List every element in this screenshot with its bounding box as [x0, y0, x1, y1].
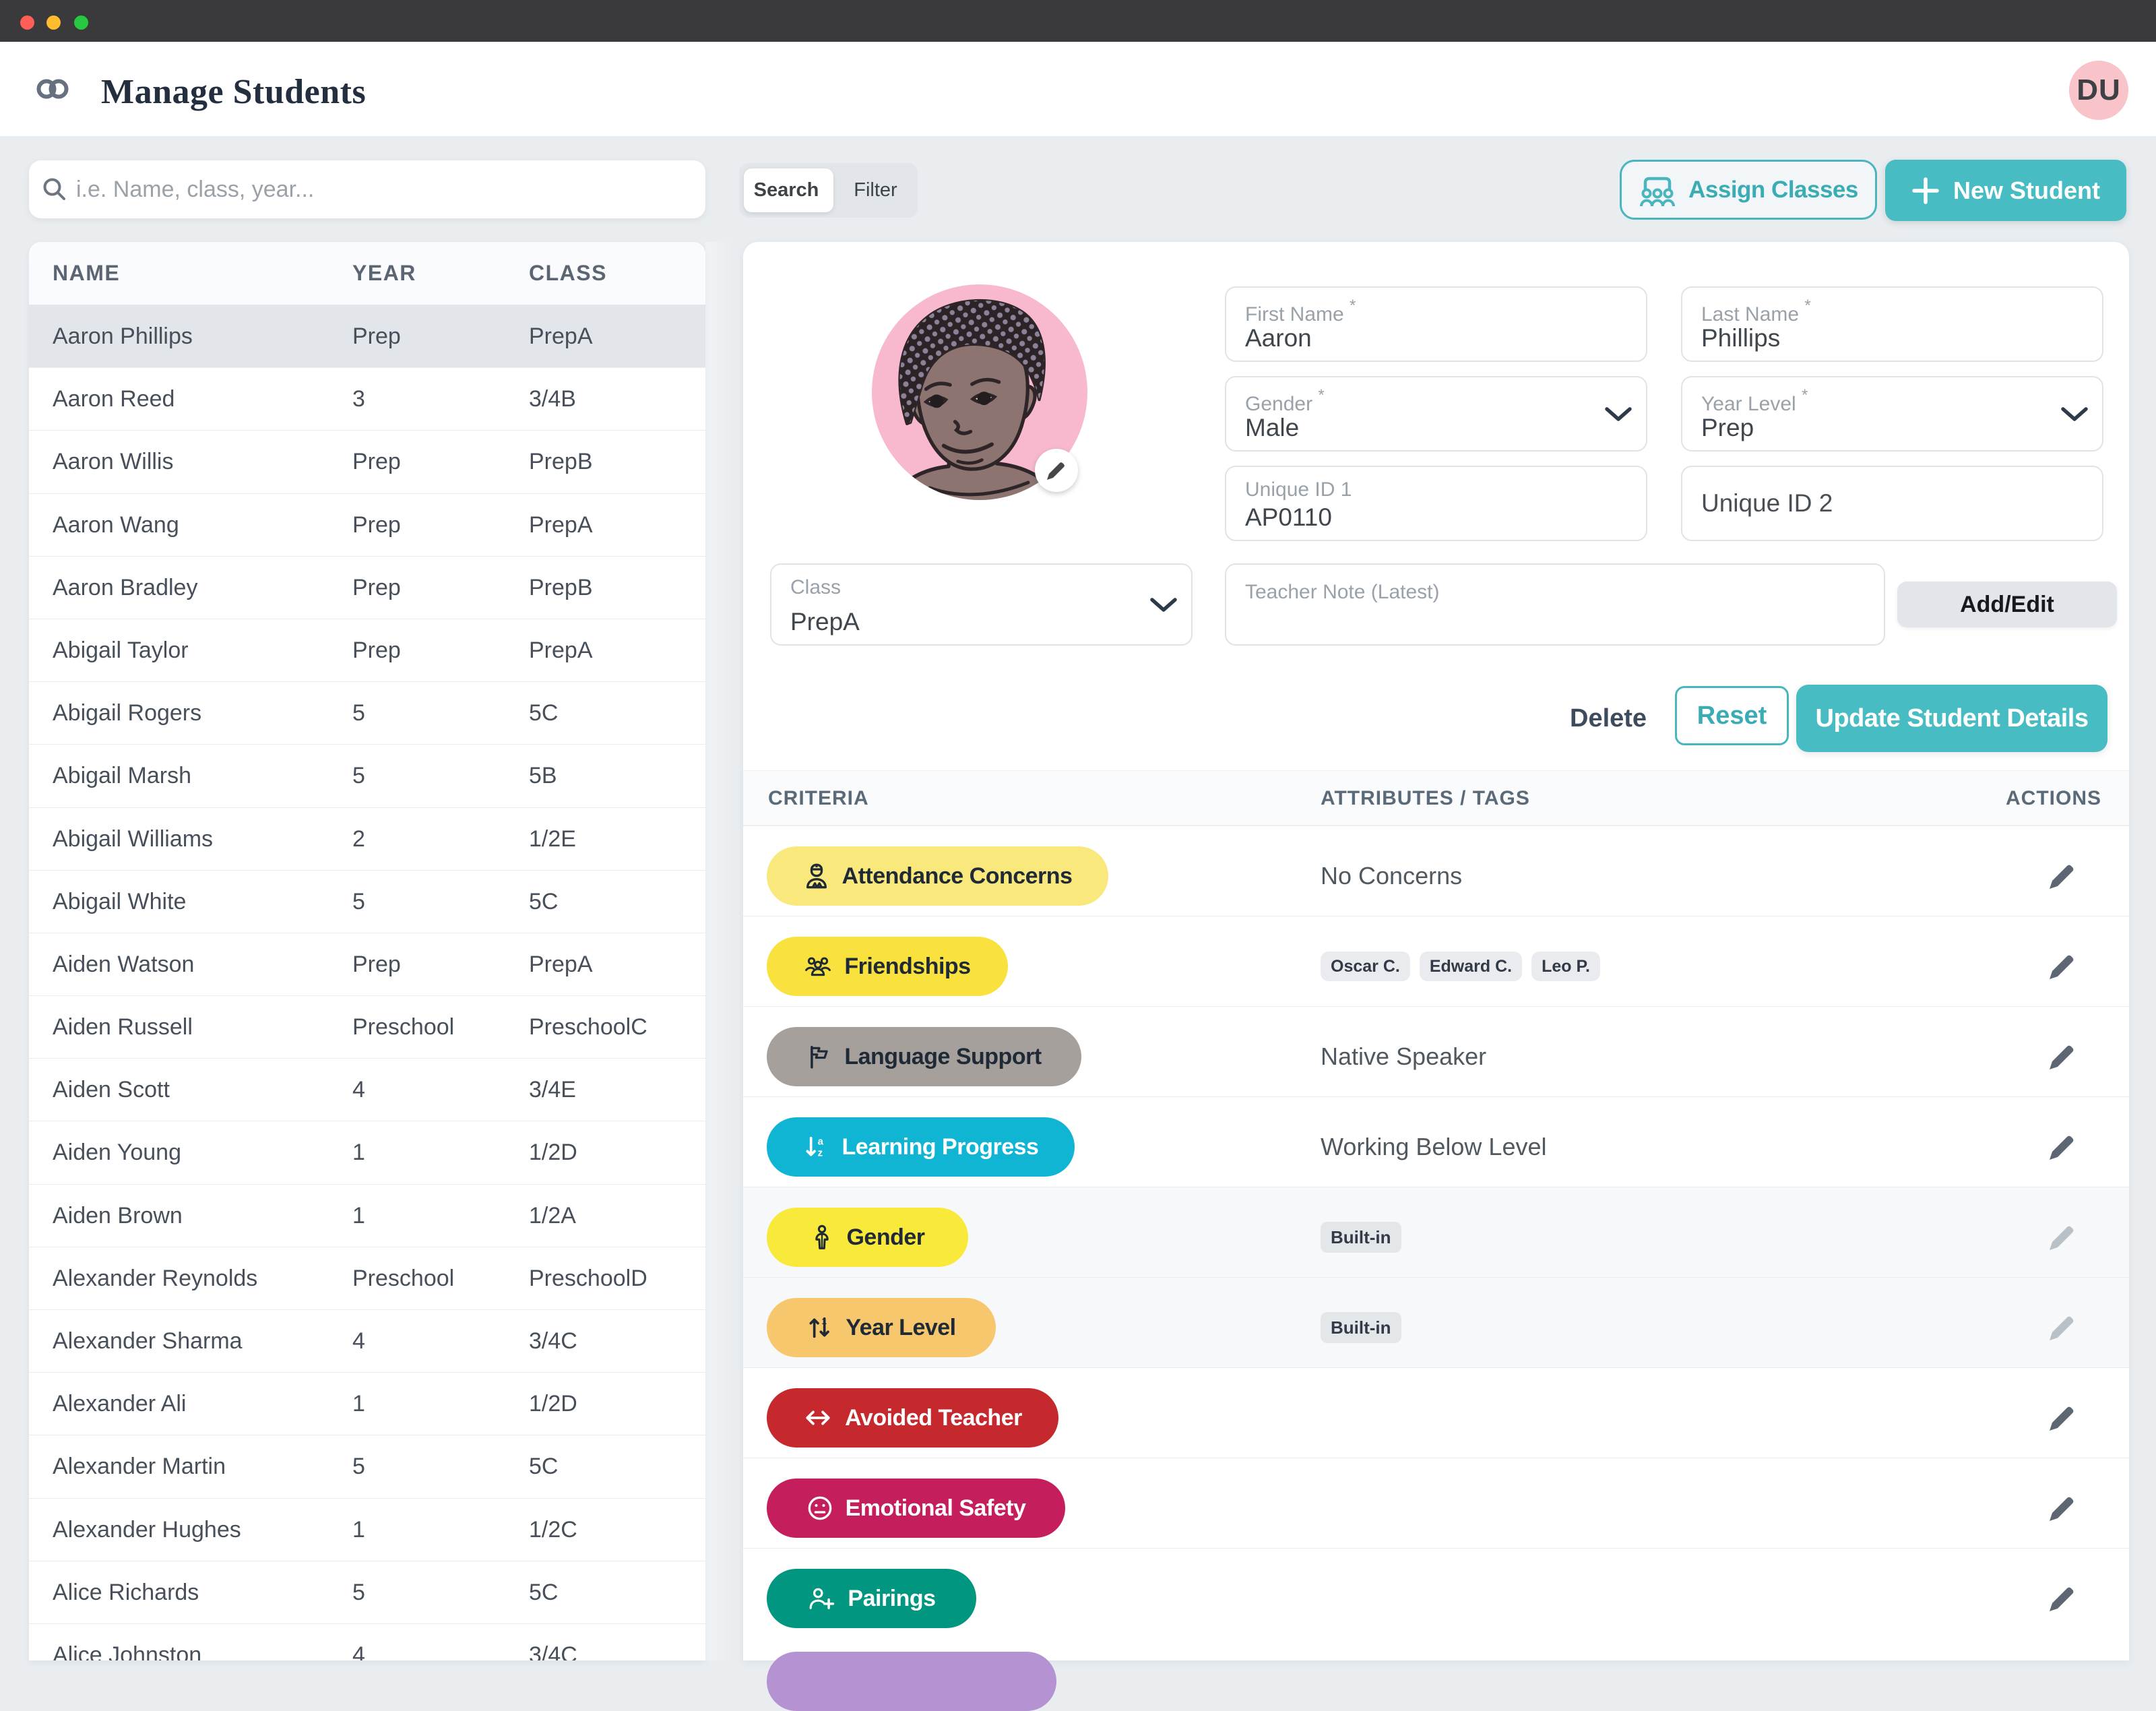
svg-text:1: 1 — [822, 1316, 827, 1326]
svg-text:a: a — [817, 1136, 823, 1148]
svg-text:z: z — [817, 1147, 822, 1158]
